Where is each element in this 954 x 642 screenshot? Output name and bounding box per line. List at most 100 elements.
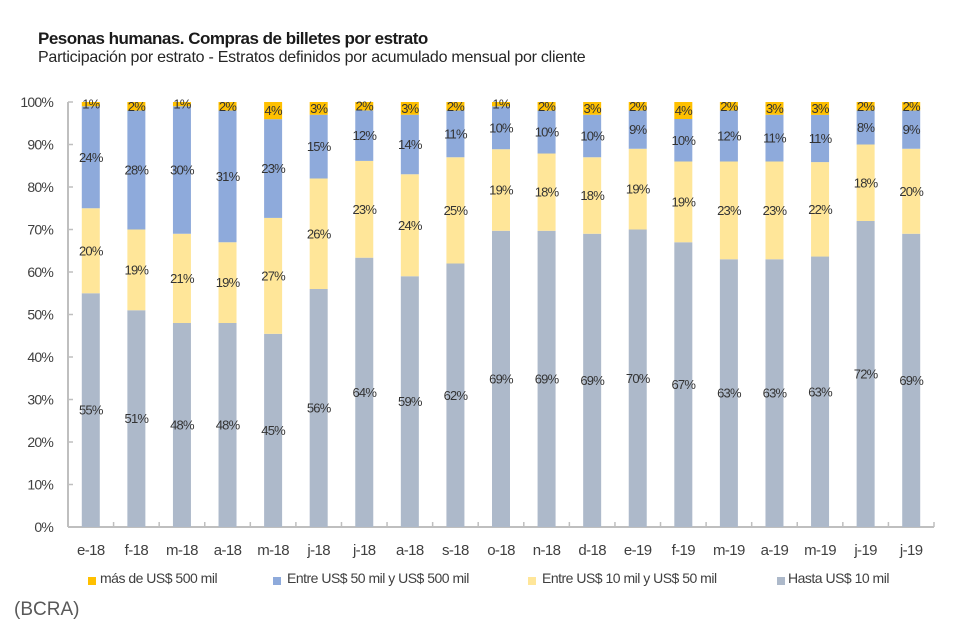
data-label-value: 10 bbox=[671, 133, 684, 148]
data-label-suffix: % bbox=[548, 125, 560, 140]
data-label-suffix: % bbox=[274, 268, 286, 283]
bar-entre-us-10-mil-y-us-50-mil-7 bbox=[400, 174, 419, 277]
data-label-value: 21 bbox=[170, 271, 183, 286]
data-label-value: 19 bbox=[626, 182, 639, 197]
data-label-entre-us-50-mil-y-us-500-mil-8: 11% bbox=[444, 126, 468, 141]
bar-mas-de-us-500-mil-5 bbox=[309, 102, 328, 115]
bar-entre-us-10-mil-y-us-50-mil-14 bbox=[719, 161, 738, 260]
bar-entre-us-10-mil-y-us-50-mil-10 bbox=[537, 153, 556, 231]
data-label-value: 69 bbox=[899, 373, 912, 388]
data-label-suffix: % bbox=[730, 386, 742, 401]
data-label-suffix: % bbox=[456, 126, 468, 141]
data-label-mas-de-us-500-mil-4: 4% bbox=[265, 103, 283, 118]
legend-swatch bbox=[777, 577, 785, 585]
data-label-suffix: % bbox=[183, 163, 195, 178]
bar-hasta-us-10-mil-8 bbox=[446, 263, 465, 527]
data-label-value: 19 bbox=[216, 275, 229, 290]
bar-mas-de-us-500-mil-13 bbox=[674, 102, 693, 119]
data-label-suffix: % bbox=[821, 202, 833, 217]
data-label-value: 10 bbox=[580, 129, 593, 144]
data-label-entre-us-10-mil-y-us-50-mil-6: 23% bbox=[352, 202, 377, 217]
bar-hasta-us-10-mil-13 bbox=[674, 242, 693, 527]
data-label-suffix: % bbox=[818, 101, 830, 116]
data-label-hasta-us-10-mil-11: 69% bbox=[580, 373, 605, 388]
data-label-value: 25 bbox=[444, 203, 457, 218]
data-label-value: 48 bbox=[170, 418, 183, 433]
data-label-value: 2 bbox=[629, 99, 636, 114]
x-tick-label-11: d-18 bbox=[578, 542, 606, 559]
data-label-mas-de-us-500-mil-5: 3% bbox=[310, 101, 328, 116]
data-label-value: 1 bbox=[82, 97, 89, 112]
data-label-suffix: % bbox=[727, 99, 739, 114]
bar-hasta-us-10-mil-11 bbox=[583, 233, 602, 527]
legend-label: Entre US$ 10 mil y US$ 50 mil bbox=[542, 570, 717, 586]
data-label-entre-us-50-mil-y-us-500-mil-15: 11% bbox=[763, 131, 787, 146]
x-tick-label-3: a-18 bbox=[214, 542, 242, 559]
data-label-entre-us-10-mil-y-us-50-mil-10: 18% bbox=[535, 185, 560, 200]
data-label-suffix: % bbox=[684, 194, 696, 209]
x-tick-label-0: e-18 bbox=[77, 542, 105, 559]
data-label-entre-us-50-mil-y-us-500-mil-6: 12% bbox=[352, 128, 377, 143]
data-label-entre-us-10-mil-y-us-50-mil-15: 23% bbox=[763, 203, 788, 218]
bar-entre-us-50-mil-y-us-500-mil-1 bbox=[127, 110, 146, 230]
data-label-suffix: % bbox=[502, 371, 514, 386]
data-label-hasta-us-10-mil-3: 48% bbox=[216, 418, 241, 433]
data-label-entre-us-10-mil-y-us-50-mil-5: 26% bbox=[307, 226, 332, 241]
data-label-value: 63 bbox=[763, 386, 776, 401]
data-label-mas-de-us-500-mil-15: 3% bbox=[766, 101, 784, 116]
bar-hasta-us-10-mil-12 bbox=[628, 229, 647, 527]
legend-swatch bbox=[88, 577, 96, 585]
data-label-suffix: % bbox=[274, 423, 286, 438]
bar-hasta-us-10-mil-2 bbox=[172, 323, 191, 527]
data-label-entre-us-10-mil-y-us-50-mil-7: 24% bbox=[398, 218, 423, 233]
data-label-entre-us-50-mil-y-us-500-mil-4: 23% bbox=[261, 161, 286, 176]
data-label-value: 27 bbox=[261, 268, 274, 283]
data-label-suffix: % bbox=[320, 226, 332, 241]
bar-mas-de-us-500-mil-10 bbox=[537, 102, 556, 111]
data-label-hasta-us-10-mil-10: 69% bbox=[535, 371, 560, 386]
data-label-hasta-us-10-mil-15: 63% bbox=[763, 386, 788, 401]
chart-title: Pesonas humanas. Compras de billetes por… bbox=[38, 29, 428, 48]
bar-mas-de-us-500-mil-9 bbox=[492, 102, 510, 107]
data-label-suffix: % bbox=[639, 371, 651, 386]
bar-hasta-us-10-mil-18 bbox=[902, 233, 921, 527]
data-label-value: 11 bbox=[763, 131, 775, 146]
bar-mas-de-us-500-mil-17 bbox=[856, 102, 875, 111]
data-label-suffix: % bbox=[912, 184, 924, 199]
data-label-suffix: % bbox=[317, 101, 329, 116]
data-label-value: 15 bbox=[307, 139, 320, 154]
data-label-suffix: % bbox=[867, 367, 879, 382]
data-label-suffix: % bbox=[456, 203, 468, 218]
bar-hasta-us-10-mil-7 bbox=[400, 276, 419, 527]
data-label-value: 1 bbox=[492, 97, 499, 112]
data-label-suffix: % bbox=[365, 385, 377, 400]
bar-hasta-us-10-mil-16 bbox=[811, 256, 830, 527]
data-label-value: 23 bbox=[261, 161, 274, 176]
data-label-suffix: % bbox=[365, 202, 377, 217]
data-label-suffix: % bbox=[636, 99, 648, 114]
data-label-entre-us-10-mil-y-us-50-mil-17: 18% bbox=[854, 175, 879, 190]
data-label-suffix: % bbox=[92, 243, 104, 258]
data-label-suffix: % bbox=[137, 262, 149, 277]
data-label-value: 10 bbox=[535, 125, 548, 140]
bar-entre-us-50-mil-y-us-500-mil-11 bbox=[583, 114, 602, 158]
data-label-suffix: % bbox=[271, 103, 283, 118]
data-label-value: 8 bbox=[857, 120, 864, 135]
data-label-suffix: % bbox=[499, 97, 511, 112]
data-label-suffix: % bbox=[89, 97, 101, 112]
data-label-suffix: % bbox=[912, 373, 924, 388]
bar-entre-us-50-mil-y-us-500-mil-15 bbox=[765, 114, 784, 162]
data-label-suffix: % bbox=[183, 418, 195, 433]
bar-entre-us-10-mil-y-us-50-mil-13 bbox=[674, 161, 693, 243]
data-label-value: 2 bbox=[903, 99, 910, 114]
data-label-mas-de-us-500-mil-14: 2% bbox=[720, 99, 738, 114]
data-label-suffix: % bbox=[909, 99, 921, 114]
bar-mas-de-us-500-mil-1 bbox=[127, 102, 146, 111]
data-label-suffix: % bbox=[229, 275, 241, 290]
data-label-hasta-us-10-mil-9: 69% bbox=[489, 371, 514, 386]
data-label-suffix: % bbox=[593, 373, 605, 388]
data-label-value: 63 bbox=[808, 384, 821, 399]
data-label-entre-us-10-mil-y-us-50-mil-3: 19% bbox=[216, 275, 241, 290]
data-label-value: 2 bbox=[447, 99, 454, 114]
